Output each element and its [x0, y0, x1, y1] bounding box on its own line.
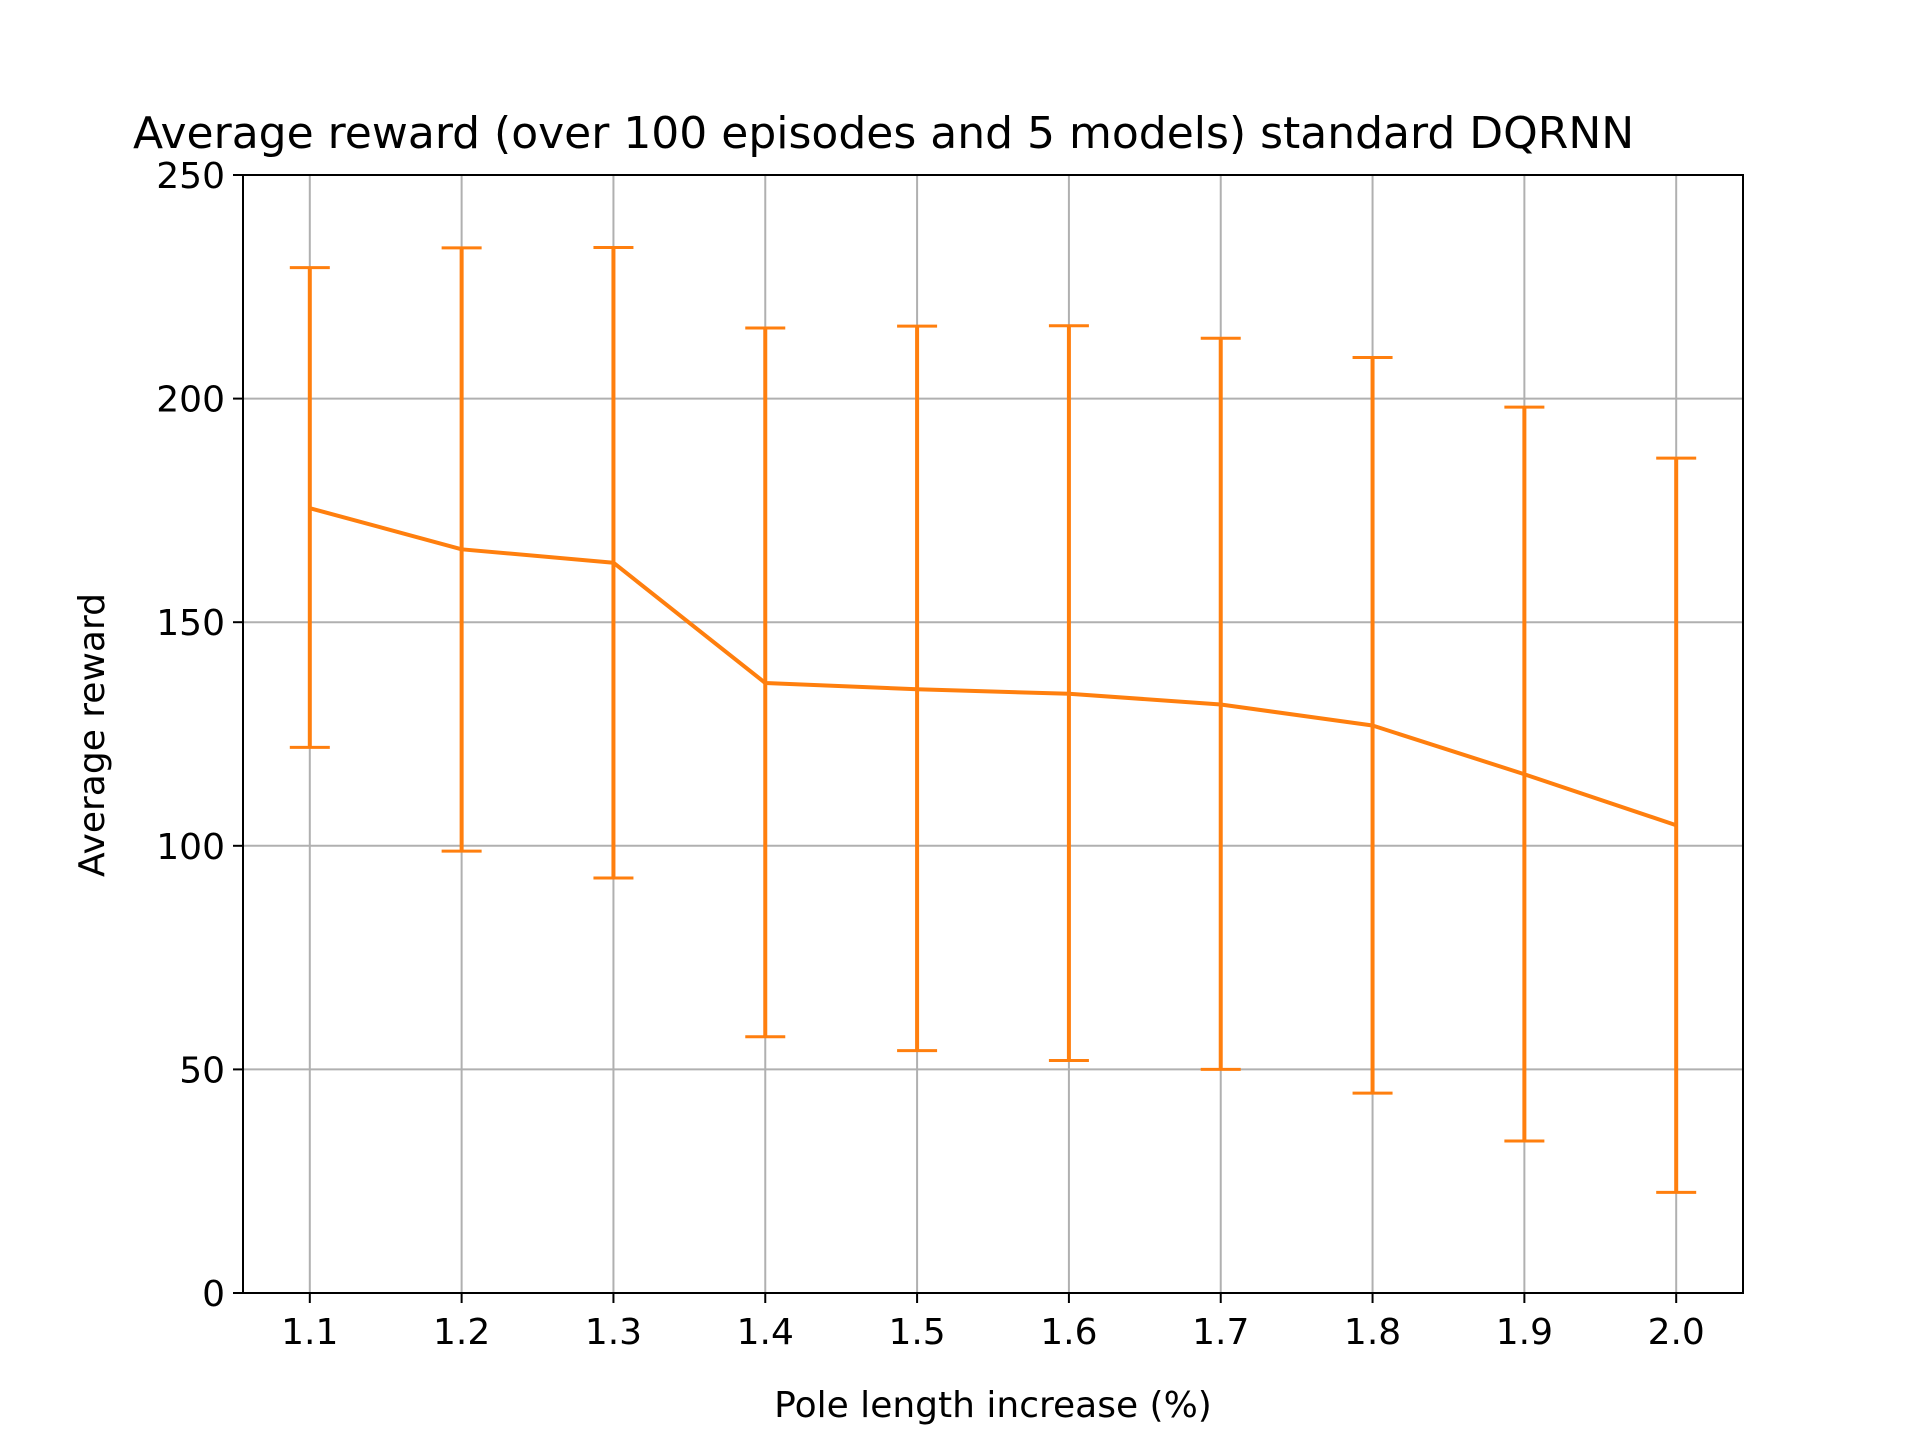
- x-tick-label: 1.3: [585, 1312, 642, 1353]
- x-tick-label: 1.4: [737, 1312, 794, 1353]
- x-tick-label: 1.9: [1496, 1312, 1553, 1353]
- x-axis-label: Pole length increase (%): [774, 1385, 1212, 1426]
- series-line: [309, 506, 1677, 828]
- x-tick-label: 1.2: [433, 1312, 490, 1353]
- x-tick-label: 1.5: [888, 1312, 945, 1353]
- grid-lines: [243, 174, 1743, 1294]
- error-bars: [289, 245, 1697, 1194]
- y-axis-label: Average reward: [72, 593, 113, 877]
- plot-frame: [242, 174, 1744, 1294]
- y-tick-label: 0: [202, 1274, 225, 1315]
- y-tick-label: 100: [156, 827, 225, 868]
- series-layer: [309, 506, 1677, 828]
- x-tick-label: 1.8: [1344, 1312, 1401, 1353]
- chart-title: Average reward (over 100 episodes and 5 …: [133, 108, 1634, 159]
- x-tick-label: 1.7: [1192, 1312, 1249, 1353]
- x-tick-label: 1.6: [1040, 1312, 1097, 1353]
- axis-ticks: 1.1 1.2 1.3 1.4 1.5 1.6 1.7 1.8 1.9 2.0 0 50 100 150 2…: [156, 156, 1705, 1353]
- y-tick-label: 200: [156, 380, 225, 421]
- x-tick-label: 2.0: [1648, 1312, 1705, 1353]
- y-tick-label: 50: [179, 1050, 225, 1091]
- y-tick-label: 150: [156, 603, 225, 644]
- y-tick-label: 250: [156, 156, 225, 197]
- x-tick-label: 1.1: [281, 1312, 338, 1353]
